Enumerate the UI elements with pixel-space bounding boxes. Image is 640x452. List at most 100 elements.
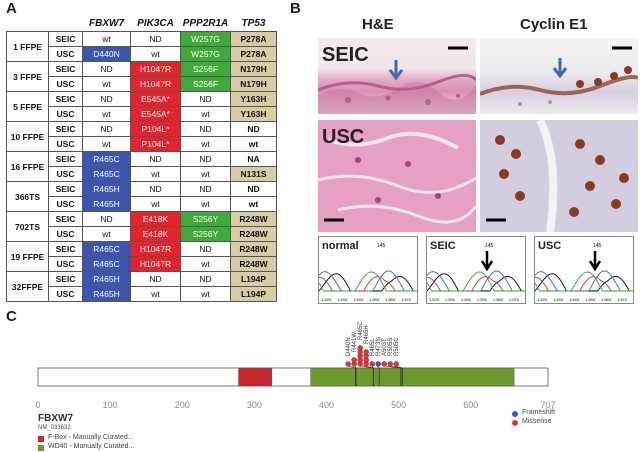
sample-type-cell: SEIC bbox=[48, 241, 83, 257]
domain-rect bbox=[238, 367, 272, 387]
mutation-cell: E418K bbox=[130, 211, 181, 227]
mutation-cell: ND bbox=[82, 211, 131, 227]
trace-line bbox=[535, 271, 633, 292]
mutation-cell: E545A* bbox=[130, 106, 181, 122]
header-empty-2 bbox=[49, 16, 83, 32]
trace-line bbox=[319, 273, 417, 292]
mutation-cell: R465C bbox=[82, 241, 131, 257]
case-cell: 1 FFPE bbox=[6, 31, 49, 62]
mutation-cell: ND bbox=[180, 181, 231, 197]
mutation-cell: wt bbox=[180, 196, 231, 212]
mutation-dot bbox=[345, 361, 351, 367]
he-seic-label: SEIC bbox=[322, 44, 369, 66]
trace-tick-label: 1,530 bbox=[553, 297, 564, 302]
mutation-dot bbox=[393, 361, 399, 367]
case-cell: 19 FFPE bbox=[6, 241, 49, 272]
legend-frameshift-label: Frameshift bbox=[522, 409, 556, 416]
trace-line bbox=[427, 273, 525, 292]
axis-tick-label: 0 bbox=[35, 400, 40, 410]
mutation-cell: wt bbox=[82, 136, 131, 152]
mutation-cell: ND bbox=[130, 181, 181, 197]
trace-line bbox=[427, 270, 525, 292]
mutation-cell: S256F bbox=[180, 76, 231, 92]
he-seic-image bbox=[318, 38, 476, 114]
mutation-cell: ND bbox=[130, 151, 181, 167]
case-cell: 32FFPE bbox=[6, 271, 49, 302]
mutation-cell: L194P bbox=[230, 271, 277, 287]
trace-seic-plot: 145 1,520 1,530 1,540 1,550 1,560 1,570 bbox=[427, 243, 525, 302]
panel-label-a: A bbox=[6, 0, 17, 17]
mutation-cell: N131S bbox=[230, 166, 277, 182]
mutation-cell: H1047R bbox=[130, 76, 181, 92]
mutation-cell: P104L* bbox=[130, 121, 181, 137]
mutation-cell: R248W bbox=[230, 226, 277, 242]
mutation-cell: wt bbox=[130, 286, 181, 302]
mutation-cell: ND bbox=[130, 31, 181, 47]
mutation-cell: R248W bbox=[230, 256, 277, 272]
trace-line bbox=[427, 271, 525, 292]
sample-type-cell: USC bbox=[48, 106, 83, 122]
mutation-cell: R465H bbox=[82, 271, 131, 287]
sample-type-cell: USC bbox=[48, 256, 83, 272]
mutation-stem-bend bbox=[384, 365, 401, 369]
trace-line bbox=[319, 270, 417, 292]
case-cell: 366TS bbox=[6, 181, 49, 212]
he-title: H&E bbox=[362, 16, 394, 33]
case-cell: 16 FFPE bbox=[6, 151, 49, 182]
mutation-dot bbox=[357, 345, 363, 351]
gene-name: FBXW7 bbox=[38, 413, 73, 424]
mutation-cell: N179H bbox=[230, 61, 277, 77]
cyclin-seic-image bbox=[480, 38, 638, 114]
table-row: USC wt E545A* wt Y163H bbox=[7, 106, 277, 122]
table-row: USC wt P104L* wt wt bbox=[7, 136, 277, 152]
case-cell: 702TS bbox=[6, 211, 49, 242]
trace-seic: 145 1,520 1,530 1,540 1,550 1,560 1,570 bbox=[426, 236, 526, 304]
mutation-cell: L194P bbox=[230, 286, 277, 302]
he-usc-texture bbox=[318, 120, 476, 232]
header-ppp2r1a: PPP2R1A bbox=[182, 18, 229, 29]
mutation-cell: E418K bbox=[130, 226, 181, 242]
trace-position-number: 145 bbox=[377, 243, 386, 249]
trace-normal-plot: 145 1,520 1,530 1,540 1,550 1,560 1,570 bbox=[319, 243, 417, 302]
axis-tick-label: 100 bbox=[103, 400, 118, 410]
legend-missense-label: Missense bbox=[522, 418, 552, 425]
mutation-dot bbox=[387, 361, 393, 367]
sample-type-cell: USC bbox=[48, 46, 83, 62]
mutation-cell: ND bbox=[230, 181, 277, 197]
mutation-cell: R465C bbox=[82, 256, 131, 272]
trace-tick-label: 1,570 bbox=[509, 297, 520, 302]
table-row: 5 FFPE SEIC ND E545A* ND Y163H bbox=[6, 91, 277, 122]
transcript-id: NM_033632 bbox=[38, 425, 71, 431]
mutation-cell: wt bbox=[230, 196, 277, 212]
mutation-cell: R465H bbox=[82, 196, 131, 212]
mutation-cell: S256Y bbox=[180, 211, 231, 227]
sample-type-cell: SEIC bbox=[48, 91, 83, 107]
sample-type-cell: SEIC bbox=[48, 121, 83, 137]
legend-fbox-swatch bbox=[38, 436, 44, 442]
case-cell: 5 FFPE bbox=[6, 91, 49, 122]
table-row: 10 FFPE SEIC ND P104L* ND ND bbox=[6, 121, 277, 152]
trace-tick-label: 1,530 bbox=[445, 297, 456, 302]
mutation-label: R441W bbox=[352, 332, 358, 352]
trace-tick-label: 1,540 bbox=[461, 297, 472, 302]
mutation-cell: W257G bbox=[180, 46, 231, 62]
mutation-cell: W257G bbox=[180, 31, 231, 47]
mutation-cell: ND bbox=[180, 91, 231, 107]
mutation-cell: D440N bbox=[82, 46, 131, 62]
legend-wd40-swatch bbox=[38, 445, 44, 451]
trace-line bbox=[535, 270, 633, 292]
sample-type-cell: SEIC bbox=[48, 61, 83, 77]
sample-type-cell: SEIC bbox=[48, 31, 83, 47]
axis-tick-label: 200 bbox=[175, 400, 190, 410]
mutation-cell: wt bbox=[82, 76, 131, 92]
table-row: 702TS SEIC ND E418K S256Y R248W bbox=[6, 211, 277, 242]
trace-line bbox=[319, 271, 417, 292]
trace-usc-plot: 145 1,520 1,530 1,540 1,550 1,560 1,570 bbox=[535, 243, 633, 302]
mutation-cell: Y163H bbox=[230, 91, 277, 107]
sample-type-cell: SEIC bbox=[48, 181, 83, 197]
cyclin-usc-texture bbox=[480, 120, 638, 232]
mutation-label: D440N bbox=[346, 337, 352, 356]
sample-type-cell: USC bbox=[48, 76, 83, 92]
mutation-cell: ND bbox=[180, 151, 231, 167]
mutation-cell: ND bbox=[180, 271, 231, 287]
